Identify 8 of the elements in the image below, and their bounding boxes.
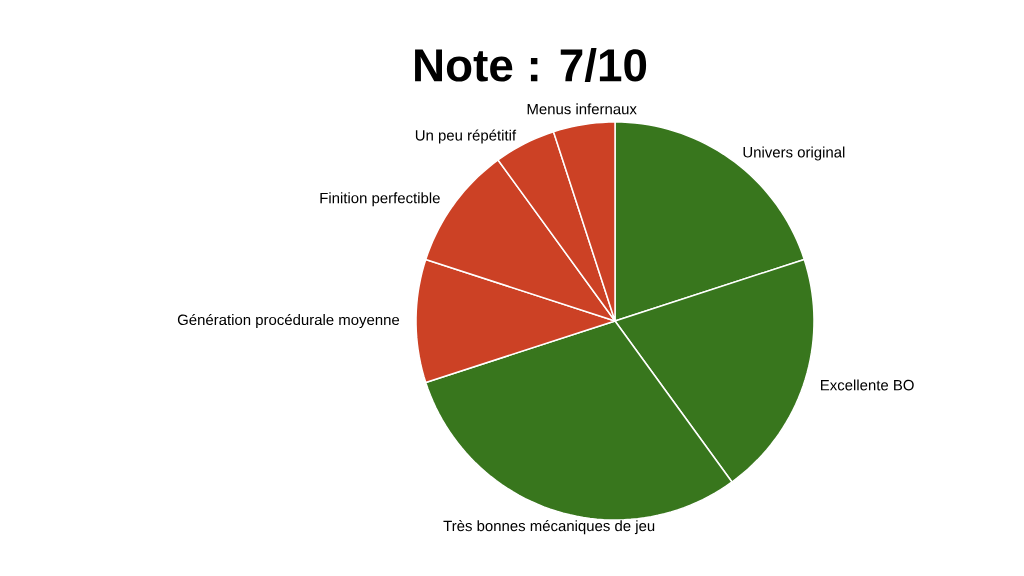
slice-label: Menus infernaux [527, 103, 637, 115]
chart-title: Note : 7/10 [415, 47, 647, 83]
slice-label: Univers original [743, 146, 845, 161]
slice-label: Très bonnes mécaniques de jeu [443, 520, 655, 535]
slice-label: Excellente BO [821, 379, 914, 391]
slice-label: Un peu répétitif [415, 129, 517, 144]
slice-label: Génération procédurale moyenne [177, 313, 400, 329]
slice-label: Finition perfectible [320, 192, 440, 207]
